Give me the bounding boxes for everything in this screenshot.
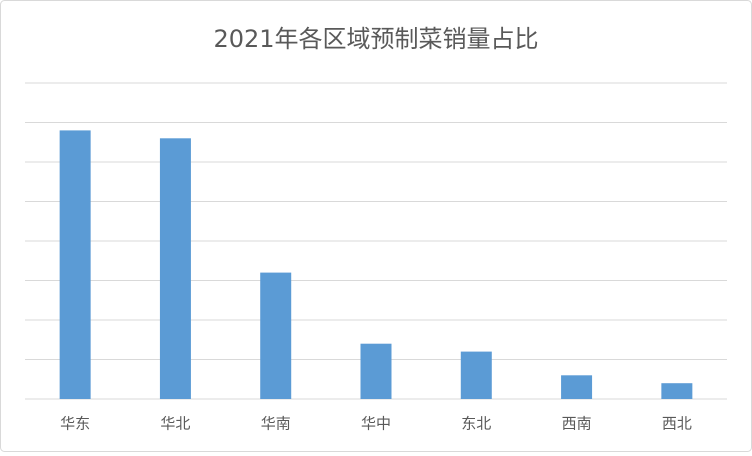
x-tick-label: 东北 <box>461 415 491 433</box>
chart-title: 2021年各区域预制菜销量占比 <box>213 25 538 53</box>
bar <box>661 383 693 399</box>
bar <box>360 343 392 399</box>
bar <box>460 351 492 399</box>
x-tick-label: 华东 <box>60 415 90 433</box>
bar <box>59 130 91 399</box>
bar <box>159 138 191 400</box>
x-tick-label: 华北 <box>160 415 190 433</box>
x-tick-label: 西南 <box>562 415 592 433</box>
bar <box>561 375 593 399</box>
x-tick-label: 华中 <box>361 415 391 433</box>
x-tick-label: 西北 <box>662 415 692 433</box>
bar <box>260 272 292 399</box>
x-tick-label: 华南 <box>261 415 291 433</box>
